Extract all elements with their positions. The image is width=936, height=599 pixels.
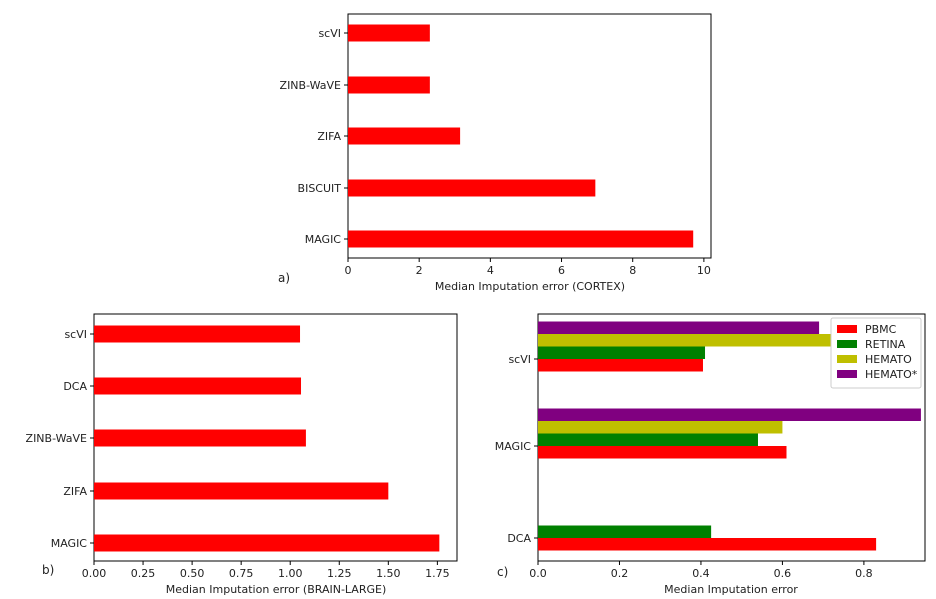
bar-scvi [348, 24, 430, 42]
bar-dca-pbmc [538, 538, 877, 551]
y-tick-label: ZIFA [317, 130, 341, 143]
y-tick-label: BISCUIT [298, 182, 342, 195]
x-tick-label: 1.50 [376, 567, 401, 580]
panel-b-xlabel: Median Imputation error (BRAIN-LARGE) [166, 583, 386, 596]
panel-c-chart: c) Median Imputation error 0.0 0.2 0.4 0.6 0… [495, 313, 926, 596]
x-tick-label: 0.50 [180, 567, 205, 580]
bar-scvi-hemato- [538, 321, 820, 334]
y-tick-label: MAGIC [305, 233, 342, 246]
y-tick-label: ZINB-WaVE [280, 79, 342, 92]
x-tick-label: 0.00 [82, 567, 107, 580]
y-tick-label: DCA [63, 380, 87, 393]
panel-b-label: b) [42, 563, 54, 577]
x-tick-label: 4 [487, 264, 494, 277]
bar-dca [94, 377, 302, 395]
legend-entry: PBMC [865, 323, 897, 336]
bar-biscuit [348, 179, 596, 197]
y-tick-label: scVI [318, 27, 341, 40]
legend-swatch [837, 325, 857, 333]
y-tick-label: scVI [508, 353, 531, 366]
panel-a-label: a) [278, 271, 290, 285]
y-tick-label: scVI [64, 328, 87, 341]
panel-a-xlabel: Median Imputation error (CORTEX) [435, 280, 625, 293]
panel-c-label: c) [497, 565, 508, 579]
panel-a-chart: a) Median Imputation error (CORTEX) 0 2 4 6… [278, 13, 712, 293]
bar-scvi-hemato [538, 334, 889, 347]
bar-scvi-pbmc [538, 359, 703, 372]
bar-magic-hemato [538, 421, 783, 434]
x-tick-label: 1.00 [278, 567, 303, 580]
y-tick-label: ZIFA [63, 485, 87, 498]
bar-magic-retina [538, 433, 758, 446]
panel-b-chart: b) Median Imputation error (BRAIN-LARGE)… [26, 313, 458, 596]
legend-entry: HEMATO* [865, 368, 918, 381]
legend: PBMC RETINA HEMATO HEMATO* [830, 317, 922, 389]
x-tick-label: 0.6 [774, 567, 792, 580]
bar-zinb-wave [94, 429, 306, 447]
x-tick-label: 0.75 [229, 567, 254, 580]
bar-magic-pbmc [538, 446, 787, 459]
x-tick-label: 0 [345, 264, 352, 277]
bar-zifa [348, 127, 461, 145]
bar-zinb-wave [348, 76, 430, 94]
x-tick-label: 0.0 [529, 567, 547, 580]
legend-swatch [837, 340, 857, 348]
x-tick-label: 2 [416, 264, 423, 277]
legend-swatch [837, 355, 857, 363]
legend-swatch [837, 370, 857, 378]
panel-c-xlabel: Median Imputation error [664, 583, 798, 596]
bar-scvi-retina [538, 346, 706, 359]
x-tick-label: 0.8 [855, 567, 873, 580]
legend-entry: HEMATO [865, 353, 912, 366]
bar-magic [94, 534, 440, 552]
bar-magic-hemato- [538, 408, 921, 421]
x-tick-label: 0.25 [131, 567, 156, 580]
bar-magic [348, 230, 694, 248]
y-tick-label: ZINB-WaVE [26, 432, 88, 445]
x-tick-label: 6 [558, 264, 565, 277]
x-tick-label: 10 [697, 264, 711, 277]
x-tick-label: 0.4 [692, 567, 710, 580]
y-tick-label: MAGIC [495, 440, 532, 453]
bar-zifa [94, 482, 389, 500]
bar-dca-retina [538, 525, 712, 538]
x-tick-label: 0.2 [611, 567, 629, 580]
legend-entry: RETINA [865, 338, 906, 351]
bar-scvi [94, 325, 301, 343]
x-tick-label: 1.25 [327, 567, 352, 580]
x-tick-label: 1.75 [425, 567, 450, 580]
x-tick-label: 8 [629, 264, 636, 277]
y-tick-label: MAGIC [51, 537, 88, 550]
y-tick-label: DCA [507, 532, 531, 545]
